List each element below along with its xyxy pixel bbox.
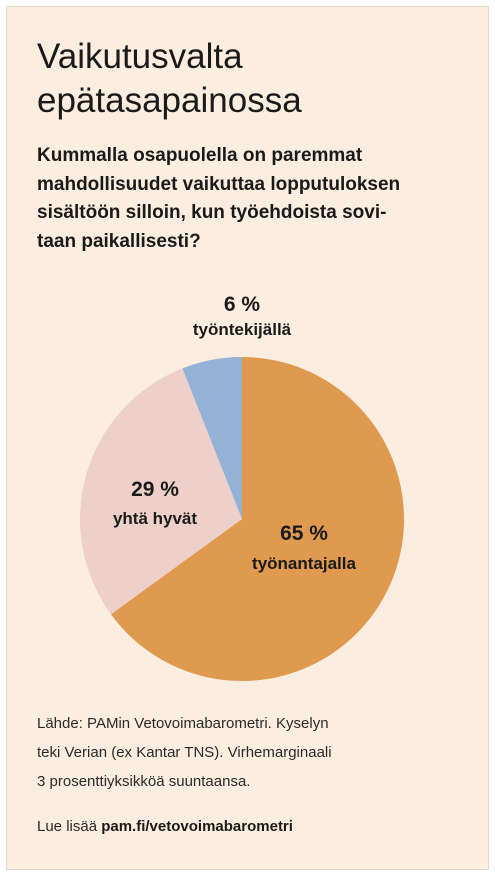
slice-category-label-1: työnantajalla (252, 554, 356, 573)
source-line-2: teki Verian (ex Kantar TNS). Virhemargin… (37, 744, 332, 761)
pie-slice-1 (110, 357, 405, 681)
slice-value-label-2: 29 % (131, 478, 179, 501)
slice-value-label-1: 65 % (280, 522, 328, 545)
survey-question: Kummalla osapuolella on paremmat mahdoll… (37, 142, 467, 256)
question-line-2: mahdollisuudet vaikuttaa lopputuloksen (37, 173, 401, 195)
question-line-3: sisältöön silloin, kun työehdoista sovi- (37, 202, 387, 223)
question-line-1: Kummalla osapuolella on paremmat (37, 145, 363, 166)
read-more-prefix: Lue lisää (37, 818, 102, 835)
pie-chart: 6 % työntekijällä 29 % yhtä hyvät 65 % t… (80, 293, 405, 681)
question-line-4: taan paikallisesti? (37, 230, 201, 252)
read-more-link[interactable]: pam.fi/vetovoimabarometri (101, 818, 293, 835)
title-line-2: epätasapainossa (37, 81, 302, 120)
source-line-3: 3 prosenttiyksikköä suuntaansa. (37, 773, 251, 790)
slice-category-label-2: yhtä hyvät (113, 509, 197, 528)
slice-value-label-3: 6 % (224, 293, 261, 316)
title-line-1: Vaikutusvalta (37, 37, 243, 76)
infographic-card: Vaikutusvalta epätasapainossa Kummalla o… (6, 6, 489, 870)
pie-slice-3 (182, 357, 242, 519)
slice-category-label-3: työntekijällä (193, 320, 292, 339)
chart-title: Vaikutusvalta epätasapainossa (37, 35, 467, 123)
source-line-1: Lähde: PAMin Vetovoimabarometri. Kyselyn (37, 715, 329, 732)
pie-slices (80, 357, 405, 681)
source-note: Lähde: PAMin Vetovoimabarometri. Kyselyn… (37, 709, 467, 796)
read-more: Lue lisää pam.fi/vetovoimabarometri (37, 815, 467, 839)
pie-slice-2 (80, 368, 242, 615)
